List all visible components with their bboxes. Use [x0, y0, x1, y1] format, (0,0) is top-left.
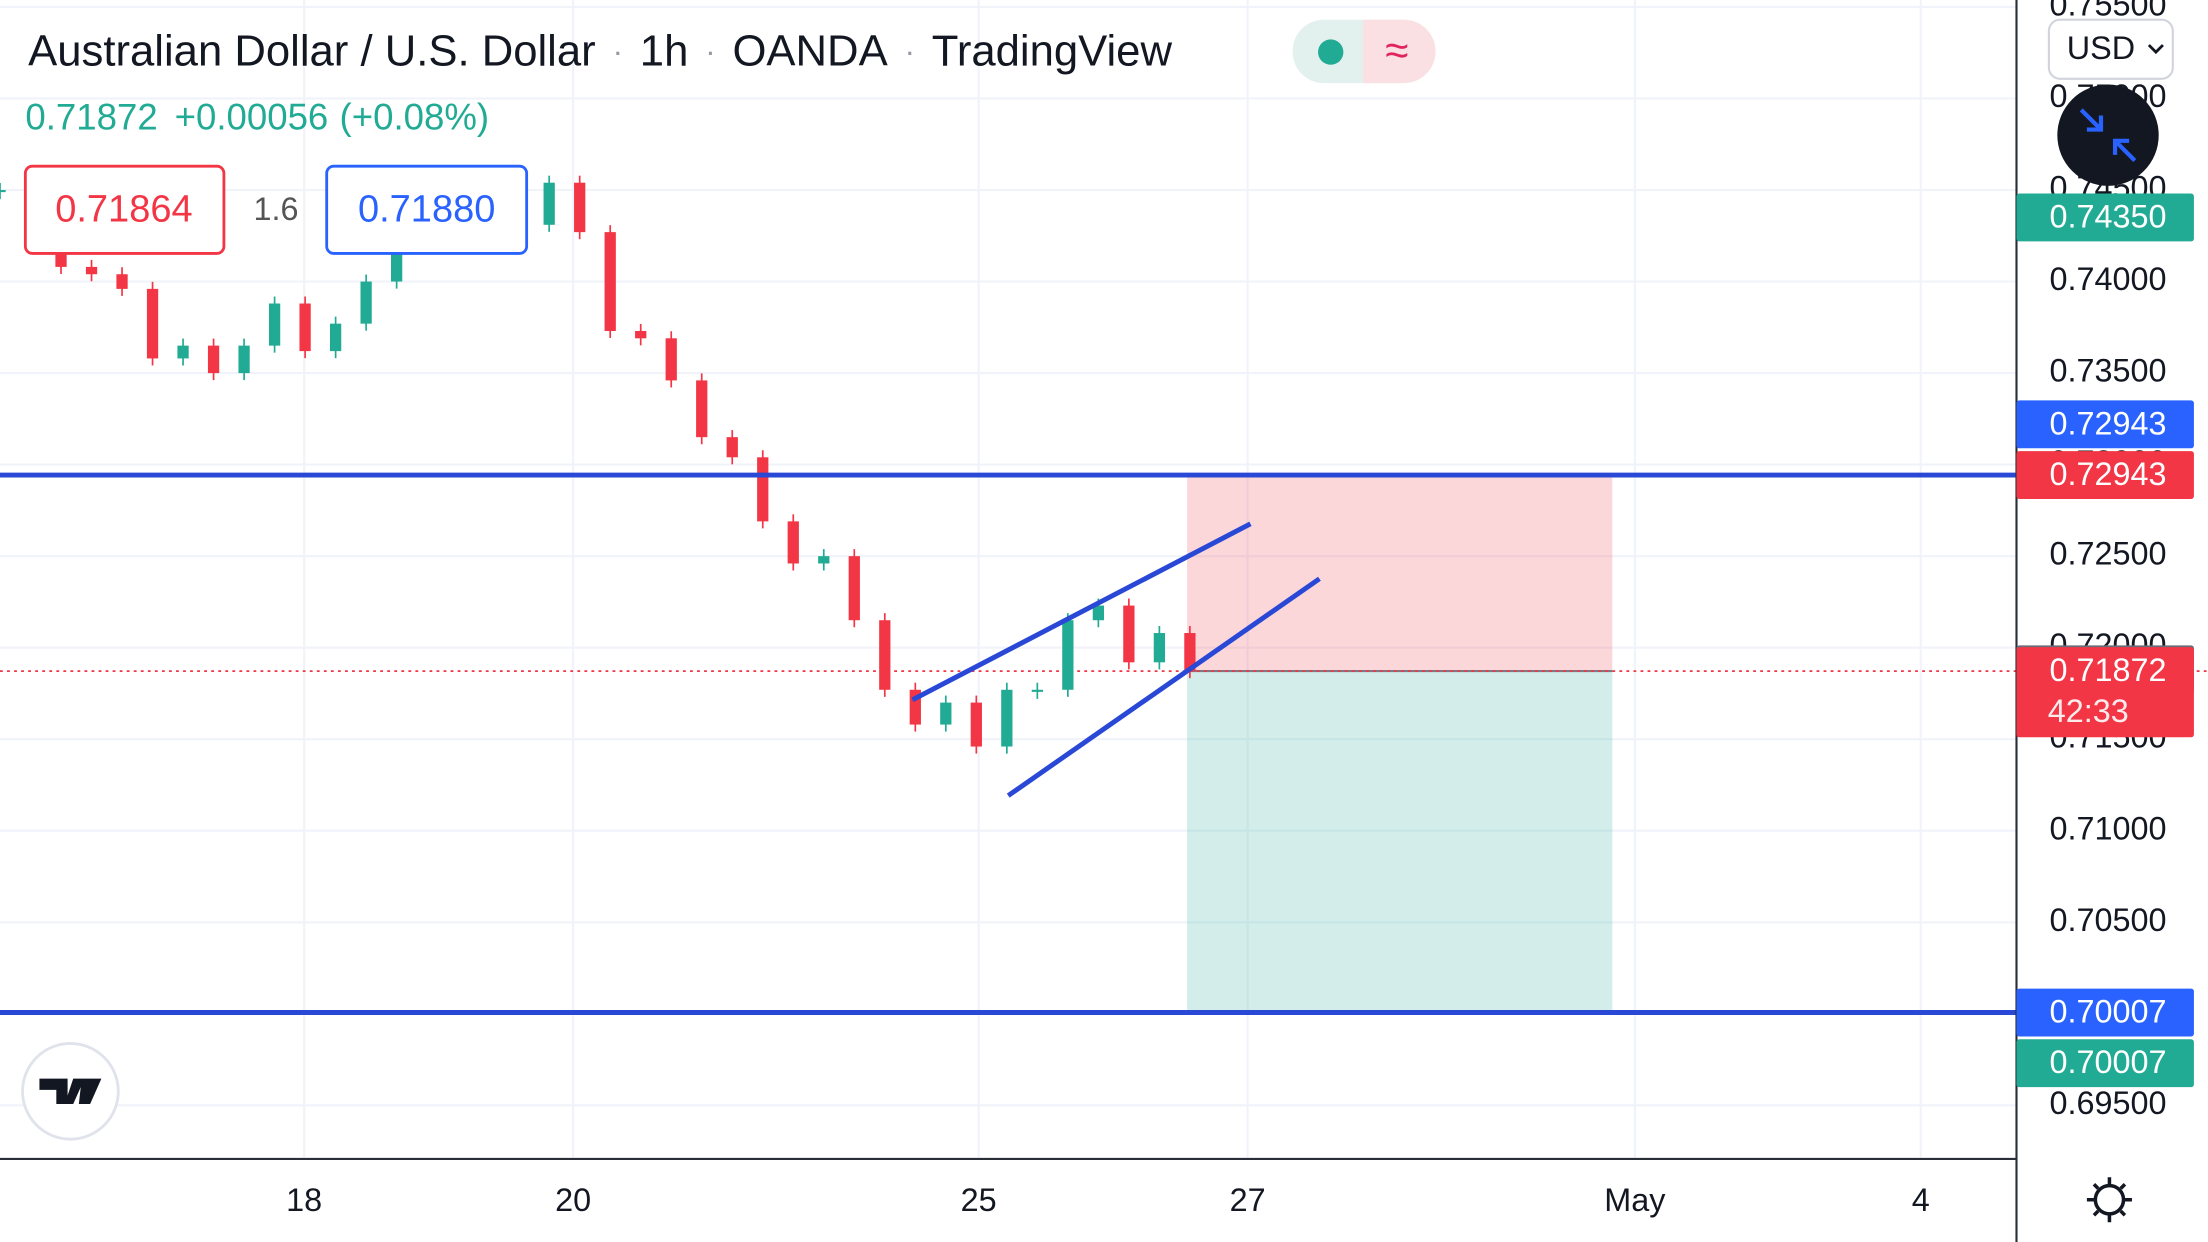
price-tag	[2016, 193, 2194, 242]
candle	[726, 437, 738, 458]
candle	[1123, 605, 1135, 663]
candle	[1184, 633, 1196, 672]
price-tag	[2016, 647, 2194, 738]
price-tag-label: 0.74350	[2050, 198, 2167, 234]
status-pill[interactable]: ≈	[1292, 19, 1436, 84]
last-price: 0.71872	[25, 96, 157, 137]
candle	[116, 274, 128, 289]
countdown: 42:33	[2048, 693, 2129, 729]
time-axis: 18 20 25 27 May 4	[286, 1182, 1930, 1218]
candle	[604, 232, 616, 331]
candle	[1001, 689, 1013, 747]
candle	[757, 457, 769, 522]
currency-label: USD	[2067, 30, 2135, 66]
candle	[787, 521, 799, 564]
market-dot	[1318, 39, 1344, 65]
price-tag-label: 0.71872	[2050, 652, 2167, 688]
candle	[940, 702, 952, 725]
separator: ·	[613, 34, 623, 69]
candle	[879, 620, 891, 690]
price-tag-label: 0.70007	[2050, 1044, 2167, 1080]
spread: 1.6	[253, 191, 298, 227]
sell-price: 0.71864	[55, 188, 192, 230]
y-tick-label: 0.70500	[2050, 902, 2167, 938]
logo	[39, 1078, 102, 1104]
candle	[848, 556, 860, 621]
y-tick-label: 0.72500	[2050, 536, 2167, 572]
price-tag-label: 0.72943	[2050, 456, 2167, 492]
price-tag	[2016, 988, 2194, 1037]
gear	[2093, 1183, 2126, 1216]
symbol: Australian Dollar / U.S. Dollar	[28, 26, 596, 75]
candle	[391, 239, 403, 282]
y-tick-label: 0.73500	[2050, 353, 2167, 389]
grid	[0, 0, 2017, 1158]
plot	[0, 175, 2208, 1015]
candle	[635, 330, 647, 339]
candle	[1092, 605, 1104, 621]
candle	[85, 266, 98, 275]
y-tick-label: 0.71000	[2050, 810, 2167, 846]
x-tick-label: 25	[961, 1182, 997, 1218]
buy-price: 0.71880	[358, 188, 495, 230]
candle	[574, 182, 586, 233]
channel-lower	[1006, 576, 1321, 798]
target-zone	[1187, 671, 1613, 1013]
change-percent: (+0.08%)	[340, 96, 490, 137]
candle	[329, 323, 342, 352]
settings-button[interactable]	[2086, 1177, 2132, 1223]
candle	[1031, 689, 1043, 692]
x-tick-label: May	[1604, 1182, 1666, 1218]
price-tag	[2016, 400, 2194, 449]
candle	[207, 345, 220, 374]
collapse-icon	[2079, 108, 2137, 163]
collapse-button[interactable]	[2057, 84, 2159, 186]
candle	[970, 702, 982, 747]
candle	[268, 303, 281, 346]
currency-button[interactable]	[2047, 18, 2174, 80]
candle	[146, 288, 159, 359]
candle	[299, 303, 311, 352]
gear-teeth	[2086, 1177, 2132, 1223]
pill-right	[1363, 19, 1436, 84]
platform: TradingView	[932, 26, 1173, 75]
price-tag-label: 0.72943	[2050, 405, 2167, 441]
price-tags: 0.743500.729430.729430.718820.7187242:33…	[2016, 193, 2194, 1088]
channel-upper	[911, 521, 1252, 703]
candle	[0, 190, 6, 193]
x-tick-label: 20	[555, 1182, 591, 1218]
header: Australian Dollar / U.S. Dollar · 1h · OANDA…	[28, 26, 1172, 75]
change: +0.00056	[175, 96, 329, 137]
x-tick-label: 27	[1230, 1182, 1266, 1218]
separator: ·	[905, 34, 915, 69]
price-tag	[2016, 1039, 2194, 1088]
quote: 0.71872 +0.00056 (+0.08%)	[25, 96, 489, 137]
sell-button[interactable]	[23, 164, 226, 255]
y-tick-label: 0.75500	[2050, 0, 2167, 23]
candle	[818, 556, 830, 564]
approx-icon: ≈	[1385, 27, 1408, 74]
dropdown-arrow	[2147, 44, 2164, 55]
candle	[696, 380, 708, 438]
price-tag-label: 0.70007	[2050, 993, 2167, 1029]
candle	[360, 281, 372, 324]
candle	[665, 338, 677, 381]
candle	[238, 345, 250, 374]
separator: ·	[705, 34, 715, 69]
broker: OANDA	[732, 26, 888, 75]
y-tick-label: 0.69500	[2050, 1085, 2167, 1121]
y-tick-label: 0.74000	[2050, 261, 2167, 297]
candle	[1062, 620, 1074, 690]
interval[interactable]: 1h	[640, 26, 689, 75]
candle	[909, 689, 921, 725]
stop-zone	[1187, 475, 1613, 672]
buy-button[interactable]	[325, 164, 529, 255]
x-tick-label: 4	[1912, 1182, 1930, 1218]
candle	[1153, 633, 1166, 663]
candle	[177, 345, 189, 359]
price-tag	[2016, 451, 2194, 499]
candle	[543, 182, 555, 225]
x-tick-label: 18	[286, 1182, 322, 1218]
